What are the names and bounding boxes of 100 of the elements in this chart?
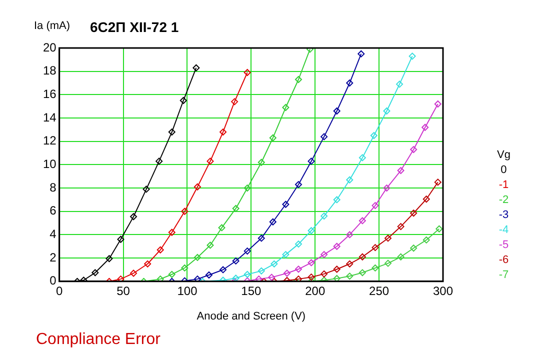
point — [370, 132, 378, 140]
point — [117, 276, 124, 282]
y-tick-label: 10 — [42, 157, 57, 172]
point — [117, 236, 124, 243]
point — [282, 200, 290, 208]
point — [270, 260, 278, 268]
y-tick-label: 12 — [42, 134, 57, 148]
y-tick-label: 20 — [42, 40, 57, 54]
text: -7 — [498, 268, 510, 283]
point — [358, 217, 366, 224]
point — [410, 244, 418, 252]
point — [422, 124, 429, 131]
point — [346, 272, 354, 280]
point — [294, 240, 302, 248]
point — [194, 183, 201, 190]
point — [144, 260, 152, 268]
y-tick-label: 6 — [50, 204, 57, 218]
point — [320, 251, 328, 258]
point — [181, 264, 188, 272]
x-axis-title: Anode and Screen (V) — [196, 310, 306, 322]
point — [269, 218, 276, 226]
point — [358, 50, 365, 58]
point — [231, 98, 238, 106]
point — [346, 80, 354, 87]
point — [346, 231, 354, 238]
y-tick-label: 14 — [42, 110, 57, 124]
point — [269, 134, 276, 142]
point — [106, 255, 113, 262]
point — [258, 234, 265, 242]
point — [194, 254, 201, 261]
y-axis-title: Ia (mA) — [34, 20, 70, 32]
y-tick-label: 8 — [50, 180, 57, 194]
point — [422, 236, 430, 244]
point — [258, 267, 265, 274]
point — [220, 266, 227, 274]
text: -2 — [498, 193, 510, 208]
point — [320, 270, 328, 278]
point — [397, 253, 404, 260]
point — [346, 176, 354, 184]
point — [294, 276, 302, 282]
text: 0 — [500, 163, 508, 178]
point — [396, 80, 404, 88]
point — [244, 270, 251, 278]
point — [358, 253, 366, 260]
point — [282, 104, 290, 112]
point — [156, 246, 164, 254]
point — [410, 146, 418, 154]
point — [320, 133, 328, 140]
chart-title: 6С2П XII-72 1 — [90, 19, 179, 35]
point — [244, 69, 251, 76]
y-tick-label: 4 — [50, 227, 57, 242]
point — [232, 204, 240, 212]
x-tick-label: 150 — [241, 284, 262, 298]
point — [436, 225, 443, 232]
text: -4 — [498, 223, 510, 238]
point — [372, 202, 379, 210]
point — [156, 158, 163, 165]
point — [397, 167, 404, 174]
point — [180, 97, 187, 104]
point — [268, 274, 276, 281]
point — [422, 196, 430, 203]
point — [308, 259, 315, 266]
point — [282, 251, 290, 258]
text: -3 — [498, 208, 510, 223]
point — [294, 76, 302, 84]
x-tick-label: 300 — [432, 284, 454, 298]
y-tick-label: 16 — [42, 86, 57, 101]
point — [333, 196, 340, 204]
point — [168, 228, 176, 236]
text: -1 — [498, 178, 510, 193]
point — [358, 269, 366, 276]
legend-title: Vg — [497, 148, 510, 163]
text: -6 — [498, 253, 510, 268]
point — [244, 184, 251, 192]
x-tick-label: 100 — [177, 284, 198, 298]
point — [306, 48, 314, 53]
point — [130, 213, 138, 220]
point — [308, 274, 315, 281]
y-tick-label: 18 — [42, 64, 57, 78]
point — [206, 158, 214, 165]
point — [206, 242, 214, 249]
point — [372, 264, 379, 272]
point — [156, 276, 164, 282]
point — [181, 208, 188, 215]
point — [205, 271, 212, 278]
point — [194, 276, 201, 282]
point — [192, 64, 200, 72]
point — [408, 52, 416, 60]
point — [383, 108, 390, 115]
point — [220, 128, 227, 136]
x-tick-label: 250 — [369, 284, 390, 298]
point — [142, 186, 150, 193]
point — [372, 244, 379, 252]
point — [308, 158, 315, 165]
point — [232, 274, 240, 282]
point — [168, 270, 176, 278]
point — [168, 128, 176, 136]
x-tick-label: 200 — [305, 284, 326, 298]
point — [434, 178, 442, 186]
point — [283, 270, 290, 277]
